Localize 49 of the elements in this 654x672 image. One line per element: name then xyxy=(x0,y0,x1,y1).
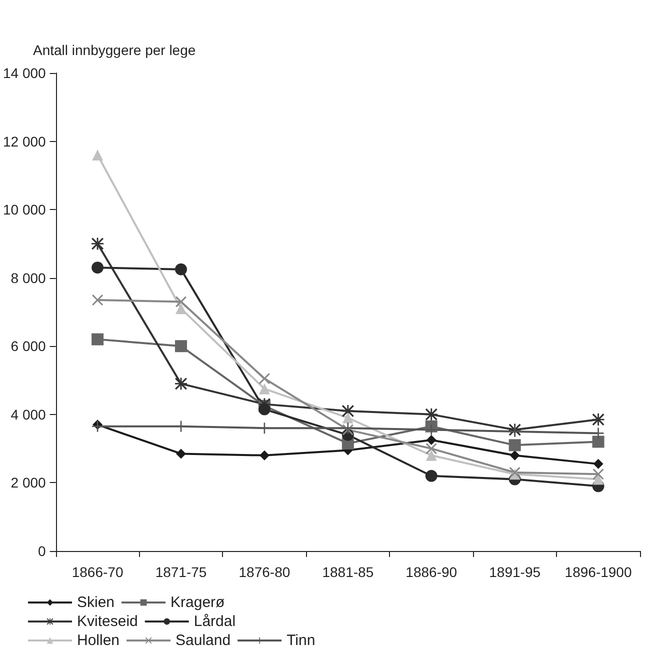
legend-label: Skien xyxy=(77,594,115,611)
x-tick-label: 1881-85 xyxy=(322,564,374,580)
y-tick-label: 8 000 xyxy=(10,270,46,286)
point xyxy=(592,468,604,480)
legend-label: Kragerø xyxy=(170,594,225,611)
point xyxy=(426,435,436,446)
y-tick-label: 4 000 xyxy=(10,406,46,422)
point xyxy=(92,149,104,160)
x-tick-label: 1896-1900 xyxy=(564,564,632,580)
y-tick-label: 6 000 xyxy=(10,338,46,354)
point xyxy=(258,403,270,416)
x-tick-label: 1891-95 xyxy=(489,564,541,580)
x-tick-label: 1871-75 xyxy=(155,564,207,580)
legend-label: Sauland xyxy=(176,632,231,649)
point xyxy=(510,450,520,460)
point xyxy=(92,262,104,274)
legend-label: Kviteseid xyxy=(77,613,138,630)
point xyxy=(426,450,437,461)
y-tick-label: 10 000 xyxy=(2,202,46,218)
point xyxy=(508,439,521,452)
point xyxy=(258,383,270,394)
point xyxy=(258,373,270,384)
legend-label: Hollen xyxy=(77,632,120,649)
point xyxy=(592,436,604,448)
point xyxy=(509,426,520,437)
point xyxy=(426,424,437,436)
point xyxy=(175,340,187,352)
point xyxy=(176,448,186,459)
y-tick-label: 0 xyxy=(38,543,46,559)
y-tick-label: 12 000 xyxy=(2,133,46,150)
chart-title: Antall innbyggere per lege xyxy=(33,42,196,58)
point xyxy=(259,450,270,460)
point xyxy=(92,333,104,346)
point xyxy=(426,443,437,454)
x-tick-label: 1876-80 xyxy=(238,564,290,580)
point xyxy=(175,263,187,276)
point xyxy=(593,458,604,469)
point xyxy=(592,474,604,485)
y-tick-label: 2 000 xyxy=(10,474,46,491)
x-tick-label: 1866-70 xyxy=(72,564,124,580)
point xyxy=(425,470,438,482)
legend-label: Lårdal xyxy=(194,613,236,630)
point xyxy=(92,294,104,306)
x-tick-label: 1886-90 xyxy=(406,564,458,580)
point xyxy=(176,296,186,308)
point xyxy=(176,303,186,314)
y-tick-label: 14 000 xyxy=(2,65,46,81)
legend-label: Tinn xyxy=(286,632,316,649)
point xyxy=(342,412,354,424)
